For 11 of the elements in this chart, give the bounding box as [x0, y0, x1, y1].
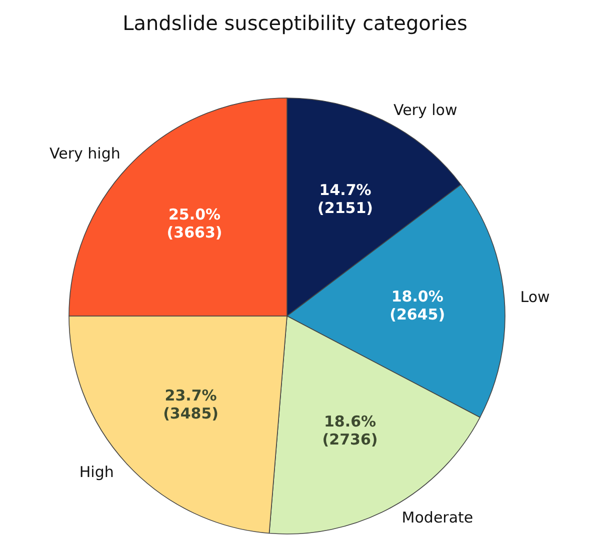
data-label: 18.0% (2645) [390, 287, 446, 324]
data-label: 14.7% (2151) [318, 180, 374, 217]
slice-label: High [79, 462, 114, 481]
slice-label: Very high [50, 144, 120, 162]
slice-label: Low [520, 288, 550, 306]
slice-label: Very low [393, 101, 458, 120]
data-label: 25.0% (3663) [166, 206, 222, 242]
chart-title: Landslide susceptibility categories [122, 11, 468, 35]
data-label: 23.7% (3485) [163, 386, 219, 423]
data-label: 18.6% (2736) [322, 412, 378, 449]
slice-label: Moderate [402, 508, 474, 527]
